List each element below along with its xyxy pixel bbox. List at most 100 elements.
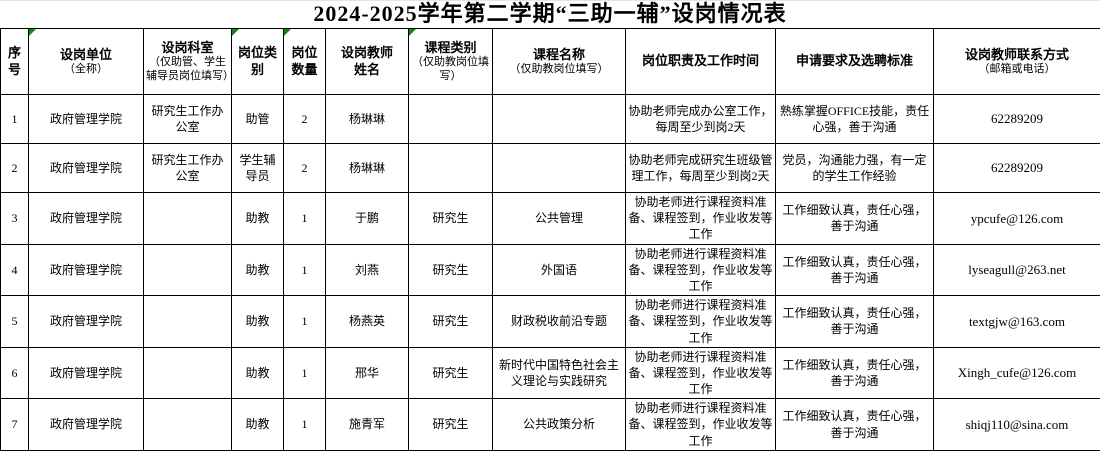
cell[interactable]: 研究生 <box>409 193 493 245</box>
cell[interactable]: 杨琳琳 <box>326 95 409 144</box>
cell[interactable]: 学生辅导员 <box>232 144 284 193</box>
cell[interactable]: 政府管理学院 <box>29 144 144 193</box>
cell[interactable]: 研究生工作办公室 <box>144 95 232 144</box>
cell[interactable]: 工作细致认真，责任心强，善于沟通 <box>776 296 934 348</box>
cell[interactable]: 熟练掌握OFFICE技能，责任心强，善于沟通 <box>776 95 934 144</box>
cell[interactable]: Xingh_cufe@126.com <box>934 347 1100 399</box>
cell[interactable]: 研究生工作办公室 <box>144 144 232 193</box>
cell[interactable]: 公共管理 <box>493 193 626 245</box>
cell[interactable]: 工作细致认真，责任心强，善于沟通 <box>776 244 934 296</box>
cell[interactable]: 助教 <box>232 347 284 399</box>
cell[interactable]: 1 <box>284 296 326 348</box>
column-header-7[interactable]: 课程类别（仅助教岗位填写） <box>409 29 493 95</box>
cell[interactable]: 公共政策分析 <box>493 399 626 451</box>
cell[interactable]: 6 <box>1 347 29 399</box>
cell[interactable]: 外国语 <box>493 244 626 296</box>
cell[interactable]: 杨琳琳 <box>326 144 409 193</box>
cell[interactable] <box>493 95 626 144</box>
cell[interactable] <box>144 399 232 451</box>
cell[interactable]: 1 <box>1 95 29 144</box>
cell[interactable]: 4 <box>1 244 29 296</box>
cell[interactable]: 工作细致认真，责任心强，善于沟通 <box>776 347 934 399</box>
cell[interactable]: 工作细致认真，责任心强，善于沟通 <box>776 399 934 451</box>
cell[interactable]: ypcufe@126.com <box>934 193 1100 245</box>
cell[interactable]: 刘燕 <box>326 244 409 296</box>
cell[interactable]: 政府管理学院 <box>29 244 144 296</box>
column-header-2[interactable]: 设岗单位（全称） <box>29 29 144 95</box>
cell[interactable]: 协助老师进行课程资料准备、课程签到，作业收发等工作 <box>626 193 776 245</box>
cell[interactable]: 助管 <box>232 95 284 144</box>
cell[interactable]: 2 <box>284 144 326 193</box>
cell[interactable]: 2 <box>1 144 29 193</box>
cell[interactable]: 政府管理学院 <box>29 296 144 348</box>
column-header-11[interactable]: 设岗教师联系方式（邮箱或电话） <box>934 29 1100 95</box>
cell[interactable]: 财政税收前沿专题 <box>493 296 626 348</box>
cell[interactable]: 助教 <box>232 399 284 451</box>
cell[interactable]: 3 <box>1 193 29 245</box>
column-header-4[interactable]: 岗位类别 <box>232 29 284 95</box>
cell[interactable] <box>144 347 232 399</box>
cell[interactable]: lyseagull@263.net <box>934 244 1100 296</box>
column-label: 设岗科室 <box>146 40 229 56</box>
cell[interactable]: 协助老师进行课程资料准备、课程签到，作业收发等工作 <box>626 347 776 399</box>
column-sublabel: （全称） <box>31 63 141 76</box>
cell[interactable]: 政府管理学院 <box>29 95 144 144</box>
cell[interactable]: 62289209 <box>934 95 1100 144</box>
cell[interactable]: 邢华 <box>326 347 409 399</box>
cell[interactable]: 研究生 <box>409 399 493 451</box>
column-sublabel: （邮箱或电话） <box>936 63 1098 76</box>
cell[interactable] <box>144 244 232 296</box>
column-header-3[interactable]: 设岗科室（仅助管、学生辅导员岗位填写） <box>144 29 232 95</box>
cell[interactable]: textgjw@163.com <box>934 296 1100 348</box>
cell[interactable] <box>493 144 626 193</box>
cell[interactable] <box>409 144 493 193</box>
cell[interactable]: 2 <box>284 95 326 144</box>
column-header-5[interactable]: 岗位数量 <box>284 29 326 95</box>
column-header-10[interactable]: 申请要求及选聘标准 <box>776 29 934 95</box>
cell[interactable] <box>144 193 232 245</box>
cell[interactable]: 助教 <box>232 296 284 348</box>
cell[interactable]: 1 <box>284 193 326 245</box>
cell[interactable]: 1 <box>284 399 326 451</box>
cell[interactable]: 1 <box>284 244 326 296</box>
cell[interactable]: 研究生 <box>409 296 493 348</box>
cell[interactable]: 政府管理学院 <box>29 347 144 399</box>
cell[interactable]: 党员，沟通能力强，有一定的学生工作经验 <box>776 144 934 193</box>
column-label: 岗位职责及工作时间 <box>628 53 773 69</box>
cell[interactable]: 协助老师完成办公室工作，每周至少到岗2天 <box>626 95 776 144</box>
cell[interactable]: 研究生 <box>409 347 493 399</box>
cell[interactable]: 协助老师进行课程资料准备、课程签到，作业收发等工作 <box>626 399 776 451</box>
error-indicator-icon <box>232 29 239 36</box>
position-table: 序号设岗单位（全称）设岗科室（仅助管、学生辅导员岗位填写）岗位类别岗位数量设岗教… <box>0 28 1100 451</box>
column-header-9[interactable]: 岗位职责及工作时间 <box>626 29 776 95</box>
column-header-1[interactable]: 序号 <box>1 29 29 95</box>
cell[interactable]: 施青军 <box>326 399 409 451</box>
cell[interactable]: 协助老师进行课程资料准备、课程签到，作业收发等工作 <box>626 244 776 296</box>
header-row: 序号设岗单位（全称）设岗科室（仅助管、学生辅导员岗位填写）岗位类别岗位数量设岗教… <box>1 29 1100 95</box>
cell[interactable]: 5 <box>1 296 29 348</box>
table-header: 序号设岗单位（全称）设岗科室（仅助管、学生辅导员岗位填写）岗位类别岗位数量设岗教… <box>1 29 1100 95</box>
cell[interactable]: shiqj110@sina.com <box>934 399 1100 451</box>
cell[interactable]: 政府管理学院 <box>29 399 144 451</box>
cell[interactable]: 7 <box>1 399 29 451</box>
cell[interactable]: 助教 <box>232 244 284 296</box>
column-label: 课程类别 <box>411 40 490 56</box>
cell[interactable]: 协助老师进行课程资料准备、课程签到，作业收发等工作 <box>626 296 776 348</box>
cell[interactable]: 于鹏 <box>326 193 409 245</box>
cell[interactable]: 62289209 <box>934 144 1100 193</box>
column-header-8[interactable]: 课程名称（仅助教岗位填写） <box>493 29 626 95</box>
cell[interactable]: 1 <box>284 347 326 399</box>
cell[interactable]: 政府管理学院 <box>29 193 144 245</box>
cell[interactable] <box>144 296 232 348</box>
column-header-6[interactable]: 设岗教师姓名 <box>326 29 409 95</box>
cell[interactable]: 研究生 <box>409 244 493 296</box>
page-title: 2024-2025学年第二学期“三助一辅”设岗情况表 <box>0 1 1100 28</box>
cell[interactable]: 助教 <box>232 193 284 245</box>
cell[interactable]: 新时代中国特色社会主义理论与实践研究 <box>493 347 626 399</box>
cell[interactable]: 协助老师完成研究生班级管理工作，每周至少到岗2天 <box>626 144 776 193</box>
cell[interactable]: 工作细致认真，责任心强，善于沟通 <box>776 193 934 245</box>
cell[interactable] <box>409 95 493 144</box>
cell[interactable]: 杨燕英 <box>326 296 409 348</box>
